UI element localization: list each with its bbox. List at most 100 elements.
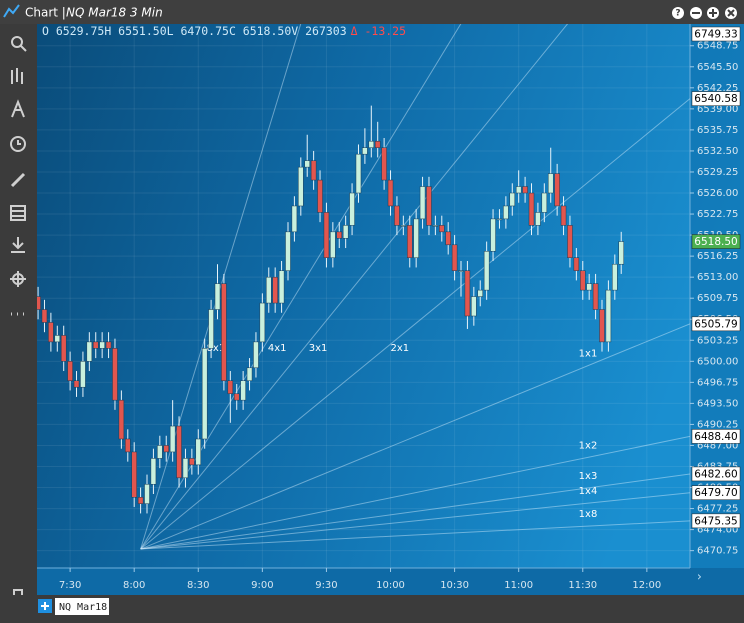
fan-label: 1x4 bbox=[579, 486, 598, 497]
candle-body bbox=[189, 458, 195, 466]
price-box-label: 6505.79 bbox=[694, 318, 737, 330]
candle-body bbox=[246, 367, 253, 381]
y-tick-label: 6522.75 bbox=[697, 209, 738, 220]
fan-line bbox=[140, 323, 690, 550]
download-tool[interactable] bbox=[11, 237, 25, 253]
add-icon bbox=[41, 602, 49, 610]
candle-body bbox=[125, 438, 131, 453]
last-price-box bbox=[691, 234, 741, 249]
candle-body bbox=[515, 186, 522, 194]
y-tick-label: 6509.75 bbox=[697, 293, 738, 304]
candle-body bbox=[240, 380, 246, 401]
fan-line bbox=[140, 24, 302, 550]
candle-body bbox=[413, 218, 419, 258]
y-tick-label: 6487.00 bbox=[697, 440, 738, 451]
y-tick-label: 6500.00 bbox=[697, 356, 738, 367]
candle-body bbox=[522, 186, 528, 194]
info-item: V 267303 bbox=[291, 24, 346, 38]
candle-body bbox=[599, 309, 605, 343]
price-box-label: 6475.35 bbox=[694, 515, 737, 527]
fan-line bbox=[140, 473, 690, 550]
candle-body bbox=[509, 192, 516, 207]
candle-body bbox=[112, 348, 118, 401]
fan-line bbox=[140, 24, 462, 550]
svg-text:?: ? bbox=[675, 9, 680, 19]
candle-body bbox=[105, 341, 112, 349]
candle-body bbox=[618, 241, 624, 265]
candle-body bbox=[221, 283, 227, 381]
price-box-label: 6479.70 bbox=[694, 487, 737, 499]
candle-body bbox=[381, 147, 387, 181]
y-tick-label: 6470.75 bbox=[697, 546, 738, 557]
price-box-label: 6540.58 bbox=[694, 93, 737, 105]
pen-tool[interactable] bbox=[10, 172, 26, 188]
tab[interactable] bbox=[55, 598, 109, 615]
layout-tool[interactable] bbox=[10, 205, 26, 221]
candle-body bbox=[67, 361, 73, 381]
x-tick-label: 9:30 bbox=[315, 580, 337, 591]
x-tick-label: 8:00 bbox=[123, 580, 145, 591]
candle-body bbox=[573, 257, 580, 271]
app-icon bbox=[3, 4, 20, 18]
change: Δ -13.25 bbox=[351, 24, 406, 38]
info-line: O 6529.75H 6551.50L 6470.75C 6518.50V 26… bbox=[42, 24, 406, 38]
candle-body bbox=[285, 231, 291, 271]
candle-body bbox=[157, 445, 163, 459]
candle-body bbox=[406, 225, 413, 258]
candle-body bbox=[163, 445, 169, 453]
candle-body bbox=[394, 205, 400, 226]
candle-body bbox=[490, 218, 496, 252]
candle-body bbox=[80, 361, 86, 388]
candle-body bbox=[426, 186, 432, 226]
candle-body bbox=[169, 425, 176, 453]
tab-label[interactable]: NQ Mar18 bbox=[59, 602, 107, 613]
search-tool[interactable] bbox=[11, 36, 23, 48]
candle-body bbox=[605, 289, 612, 343]
fan-line bbox=[140, 520, 690, 550]
info-item: H 6551.50 bbox=[104, 24, 166, 38]
candle-body bbox=[73, 380, 80, 388]
candle-body bbox=[304, 160, 310, 168]
candle-body bbox=[266, 276, 272, 304]
candle-body bbox=[92, 341, 99, 349]
candle-body bbox=[259, 302, 266, 343]
candle-body bbox=[471, 296, 477, 317]
window-subtitle: NQ Mar18 3 Min bbox=[66, 6, 163, 20]
candle-body bbox=[48, 322, 54, 343]
candle-body bbox=[592, 283, 599, 310]
last-price-box-label: 6518.50 bbox=[694, 236, 737, 248]
price-box bbox=[691, 429, 741, 444]
candle-body bbox=[144, 484, 150, 504]
candle-body bbox=[528, 192, 535, 226]
fan-label: 1x8 bbox=[579, 509, 598, 520]
time-tool[interactable] bbox=[10, 136, 26, 152]
candle-body bbox=[208, 309, 214, 349]
candle-body bbox=[445, 231, 451, 246]
candle-body bbox=[355, 153, 362, 194]
candle-body bbox=[483, 251, 490, 291]
candle-body bbox=[310, 160, 317, 181]
draw-tool[interactable] bbox=[11, 99, 25, 118]
y-tick-label: 6548.75 bbox=[697, 41, 738, 52]
candle-body bbox=[137, 496, 144, 504]
y-tick-label: 6516.25 bbox=[697, 251, 738, 262]
candle-body bbox=[400, 225, 407, 227]
help-button[interactable] bbox=[672, 7, 684, 19]
price-box bbox=[691, 485, 741, 500]
info-item: O 6529.75 bbox=[42, 24, 104, 38]
y-tick-label: 6535.75 bbox=[697, 125, 738, 136]
scroll-arrow[interactable]: › bbox=[697, 570, 702, 584]
y-tick-label: 6545.50 bbox=[697, 62, 738, 73]
price-box-label: 6482.60 bbox=[694, 468, 737, 480]
candle-body bbox=[541, 192, 548, 213]
candle-body bbox=[99, 341, 105, 349]
price-box-label: 6749.33 bbox=[694, 29, 737, 41]
window-controls[interactable]: ? bbox=[672, 7, 737, 19]
candle-body bbox=[131, 451, 137, 498]
candle-body bbox=[182, 458, 189, 479]
y-tick-label: 6539.00 bbox=[697, 104, 738, 115]
candle-body bbox=[362, 147, 368, 155]
chart-type-tool[interactable] bbox=[11, 68, 23, 84]
candle-body bbox=[586, 283, 592, 291]
